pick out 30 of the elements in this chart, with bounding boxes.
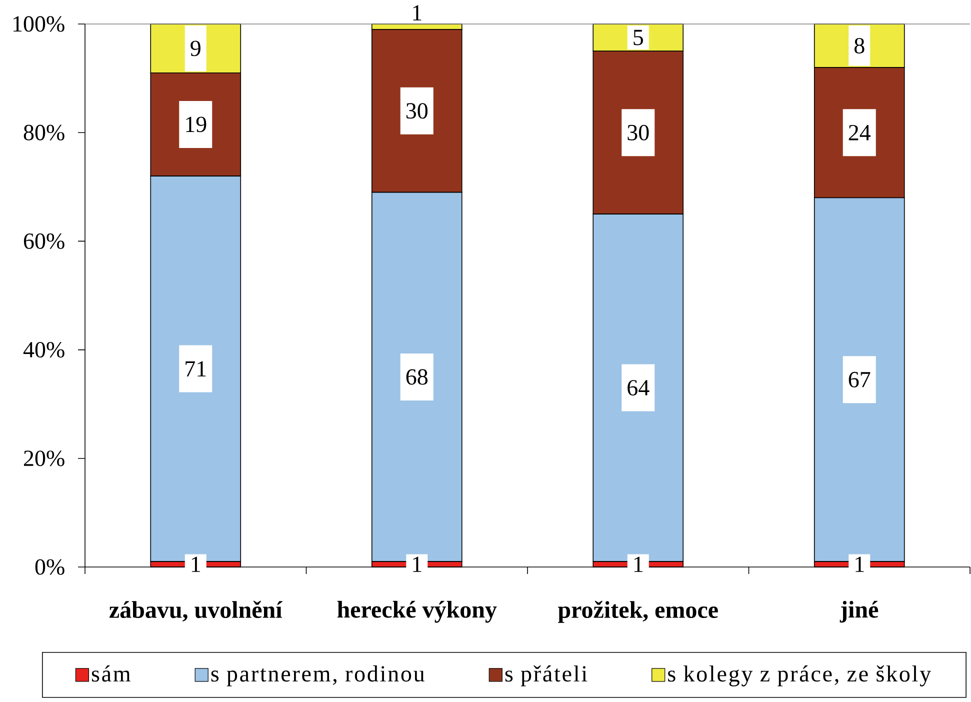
data-label: 67 bbox=[848, 372, 870, 388]
data-label: 64 bbox=[628, 380, 650, 396]
data-label: 1 bbox=[856, 556, 864, 572]
data-label: 30 bbox=[406, 103, 428, 119]
data-label: 1 bbox=[634, 556, 642, 572]
legend-label: s partnerem, rodinou bbox=[211, 665, 424, 686]
x-tick-label: jiné bbox=[840, 600, 878, 623]
y-tick-label: 60% bbox=[24, 233, 64, 249]
data-label: 1 bbox=[413, 5, 422, 20]
data-label: 71 bbox=[186, 361, 206, 376]
data-label: 1 bbox=[192, 556, 200, 572]
data-label: 5 bbox=[634, 30, 643, 46]
data-label: 19 bbox=[186, 116, 206, 132]
data-label: 8 bbox=[854, 38, 864, 54]
y-tick-label: 100% bbox=[14, 16, 64, 32]
legend-label: s kolegy z práce, ze školy bbox=[668, 665, 931, 686]
legend-label: s přáteli bbox=[505, 665, 588, 686]
y-tick-label: 40% bbox=[23, 342, 64, 358]
y-tick-label: 20% bbox=[24, 450, 64, 466]
y-tick-label: 0% bbox=[35, 559, 64, 575]
data-label: 9 bbox=[190, 40, 200, 56]
data-label: 68 bbox=[406, 369, 428, 385]
data-label: 30 bbox=[628, 124, 649, 140]
x-tick-label: herecké výkony bbox=[337, 600, 497, 623]
x-tick-label: prožitek, emoce bbox=[558, 600, 718, 623]
x-tick-label: zábavu, uvolnění bbox=[109, 600, 283, 622]
y-tick-label: 80% bbox=[24, 124, 64, 140]
data-label: 24 bbox=[848, 124, 871, 140]
legend-label: sám bbox=[92, 665, 130, 682]
data-label: 1 bbox=[413, 556, 422, 572]
